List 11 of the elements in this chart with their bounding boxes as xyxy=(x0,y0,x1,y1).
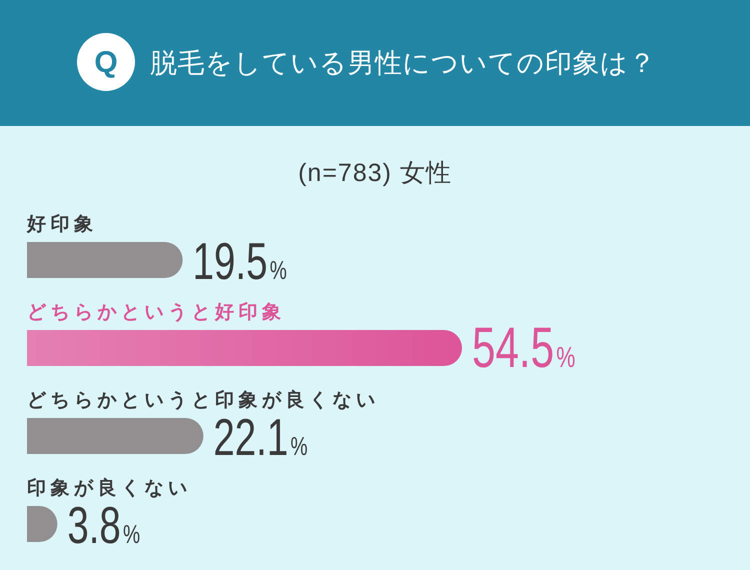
annotation: Q xyxy=(94,46,118,79)
data-label: 19.5% xyxy=(192,232,287,290)
subtitle: (n=783) 女性 xyxy=(298,159,452,187)
data-label: 22.1% xyxy=(213,408,308,466)
data-label: 3.8% xyxy=(67,496,140,554)
category-label: どちらかというと印象が良くない xyxy=(27,390,380,411)
category-label: どちらかというと好印象 xyxy=(27,302,286,323)
category-label: 印象が良くない xyxy=(27,478,192,499)
category-label: 好印象 xyxy=(27,214,98,235)
title: 脱毛をしている男性についての印象は？ xyxy=(150,48,656,78)
data-label: 54.5% xyxy=(472,316,576,380)
